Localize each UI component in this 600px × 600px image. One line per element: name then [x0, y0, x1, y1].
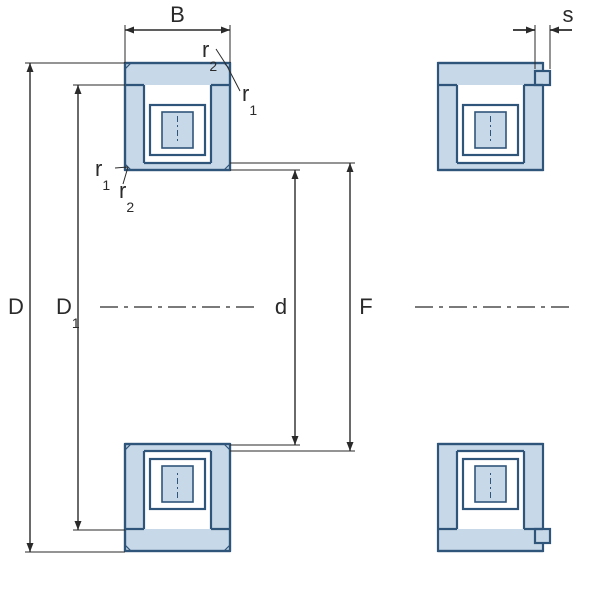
- left-section-top: [125, 63, 230, 170]
- label-s: s: [563, 2, 574, 27]
- right-section-bottom: [438, 444, 550, 551]
- left-section-bottom: [125, 444, 230, 551]
- label-F: F: [359, 294, 372, 319]
- label-B: B: [170, 2, 185, 27]
- right-section-top: [438, 63, 550, 170]
- label-d: d: [275, 294, 287, 319]
- label-D: D: [8, 294, 24, 319]
